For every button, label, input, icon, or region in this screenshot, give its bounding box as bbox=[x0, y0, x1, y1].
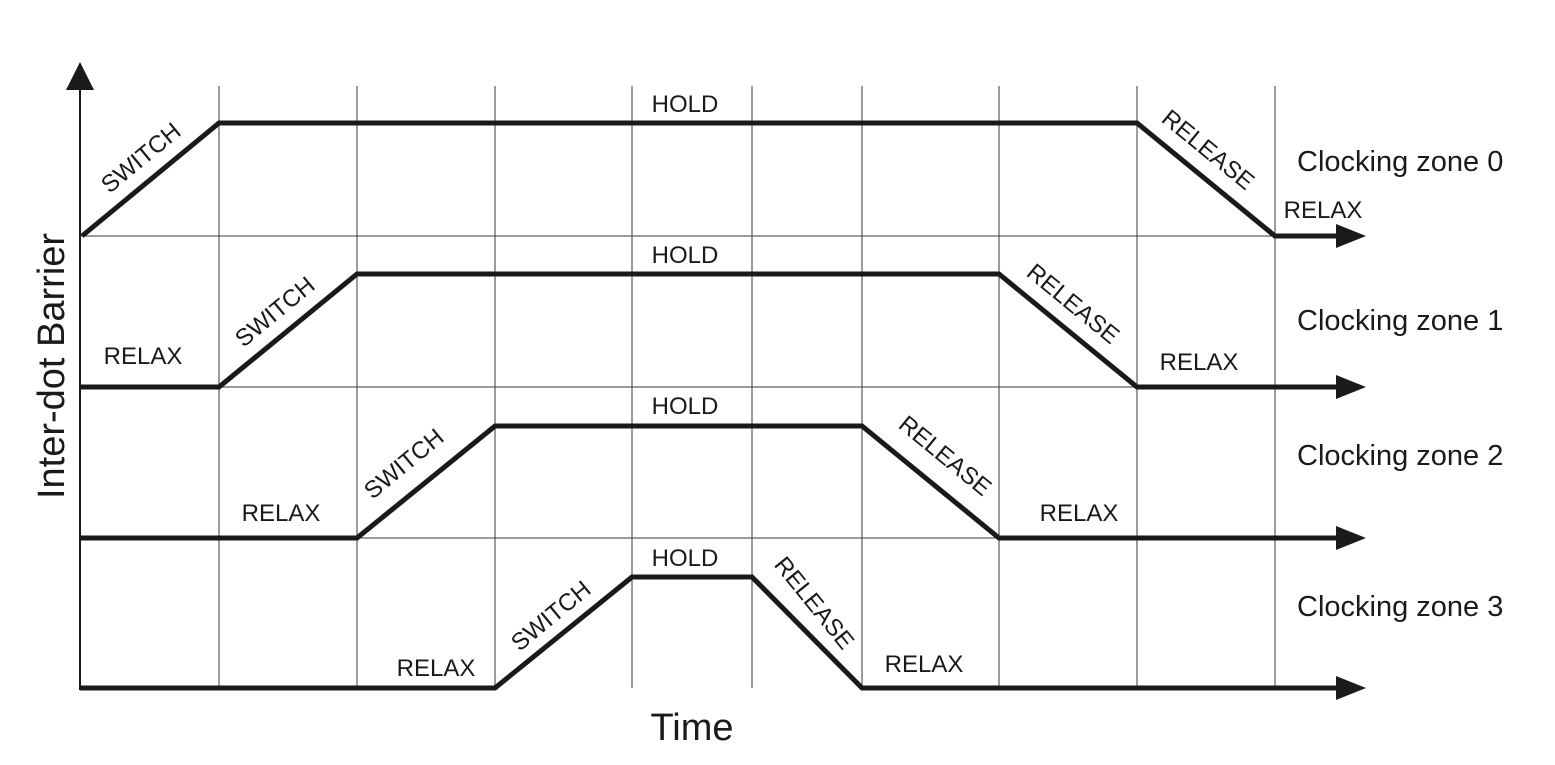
waveform-line bbox=[80, 574, 1338, 691]
zone-0-label: Clocking zone 0 bbox=[1297, 146, 1503, 178]
waveform-line bbox=[80, 120, 1338, 239]
baseline-grid bbox=[80, 235, 1275, 539]
zone-3-label: Clocking zone 3 bbox=[1297, 591, 1503, 623]
zone-1-trace bbox=[80, 271, 1366, 399]
zone-0-trace bbox=[80, 120, 1366, 248]
zone-2-relax-label: RELAX bbox=[242, 500, 321, 527]
zone-1-relax-label-end: RELAX bbox=[1160, 349, 1239, 376]
arrowhead bbox=[1336, 676, 1366, 700]
zone-0-hold-label: HOLD bbox=[652, 91, 719, 118]
zone-2-label: Clocking zone 2 bbox=[1297, 440, 1503, 472]
zone-2-hold-label: HOLD bbox=[652, 393, 719, 420]
zone-3-relax-label-end: RELAX bbox=[885, 651, 964, 678]
y-axis-title: Inter-dot Barrier bbox=[31, 233, 73, 499]
zone-2-relax-label-end: RELAX bbox=[1040, 500, 1119, 527]
zone-0-relax-label: RELAX bbox=[1284, 197, 1363, 224]
zone-1-relax-label: RELAX bbox=[104, 343, 183, 370]
zone-2-release-label: RELEASE bbox=[893, 411, 996, 502]
arrowhead bbox=[1336, 526, 1366, 550]
zone-2-switch-label: SWITCH bbox=[359, 424, 449, 505]
y-axis-arrowhead bbox=[66, 62, 94, 90]
zone-3-hold-label: HOLD bbox=[652, 545, 719, 572]
waveform-line bbox=[80, 271, 1338, 390]
zone-1-hold-label: HOLD bbox=[652, 242, 719, 269]
zone-3-trace bbox=[80, 574, 1366, 700]
zone-1-label: Clocking zone 1 bbox=[1297, 305, 1503, 337]
arrowhead bbox=[1336, 375, 1366, 399]
zone-3-relax-label: RELAX bbox=[397, 655, 476, 682]
zone-2-trace bbox=[80, 423, 1366, 550]
waveform-line bbox=[80, 423, 1338, 541]
x-axis-title: Time bbox=[650, 707, 733, 749]
arrowhead bbox=[1336, 224, 1366, 248]
